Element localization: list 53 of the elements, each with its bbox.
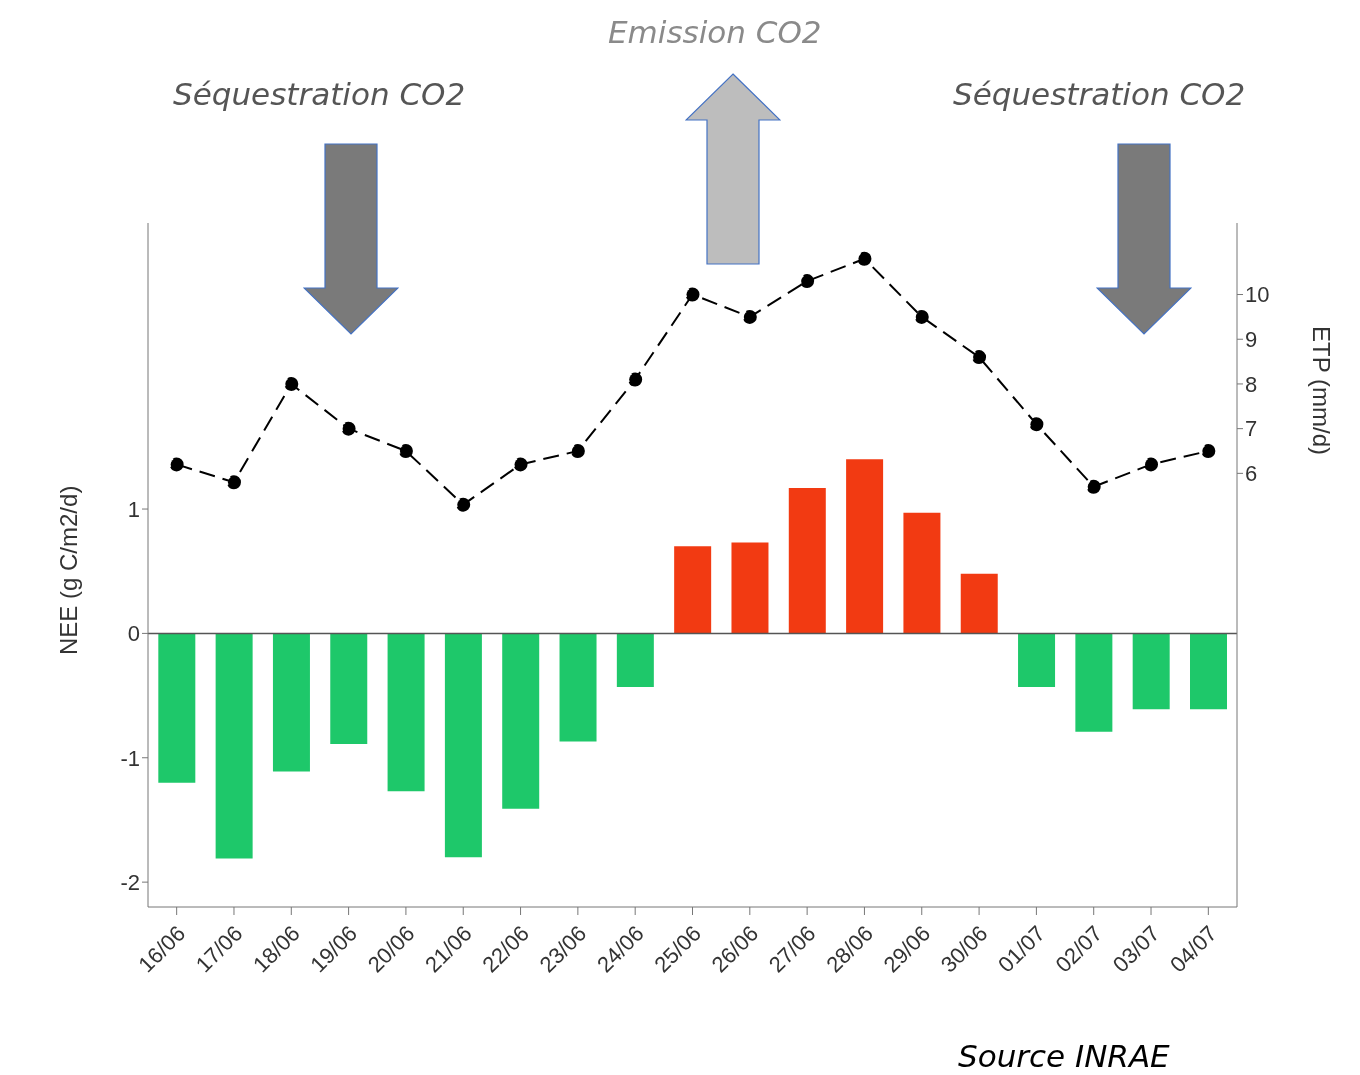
bar (1018, 633, 1056, 687)
y2-tick-label: 6 (1245, 461, 1258, 487)
bar (674, 546, 712, 634)
y-axis-title: NEE (g C/m2/d) (54, 485, 82, 655)
bar (960, 573, 998, 634)
point (972, 350, 987, 365)
point (628, 372, 643, 387)
point (1144, 457, 1159, 472)
point (914, 309, 929, 324)
bar (444, 633, 482, 858)
point (341, 421, 356, 436)
point (1201, 444, 1216, 458)
point (1086, 479, 1101, 494)
bar (1132, 633, 1170, 710)
text: Séquestration CO2 (953, 76, 1246, 112)
bar (1190, 633, 1227, 710)
point (685, 287, 700, 302)
bar (903, 512, 941, 634)
text: Emission CO2 (608, 14, 822, 50)
bar (788, 487, 826, 634)
point (226, 475, 241, 490)
text: Séquestration CO2 (173, 76, 466, 112)
point (742, 309, 757, 324)
y2-tick-label: 8 (1245, 371, 1258, 397)
y2-tick-label: 9 (1245, 327, 1258, 353)
y2-tick-label: 7 (1245, 416, 1258, 442)
y-tick-label: -1 (120, 745, 140, 771)
point (857, 251, 872, 266)
point (284, 376, 299, 391)
bar (846, 459, 884, 634)
point (456, 497, 471, 512)
point (800, 274, 815, 289)
bar (330, 633, 368, 745)
bar (616, 633, 654, 687)
y2-axis-title: ETP (mm/d) (1308, 326, 1336, 455)
bar (1075, 633, 1113, 732)
point (1029, 417, 1044, 432)
y-tick-label: -2 (120, 869, 140, 895)
bar (559, 633, 597, 742)
y-tick-label: 0 (127, 621, 140, 647)
bar (215, 633, 253, 859)
y2-tick-label: 10 (1245, 282, 1270, 308)
point (570, 444, 585, 458)
point (513, 457, 528, 472)
bar (272, 633, 310, 772)
bar (731, 542, 769, 634)
point (398, 444, 413, 458)
source-note: Source INRAE (958, 1038, 1170, 1074)
bar (502, 633, 540, 809)
bar (158, 633, 196, 783)
y-tick-label: 1 (127, 496, 140, 522)
point (169, 457, 184, 472)
bar (387, 633, 425, 792)
